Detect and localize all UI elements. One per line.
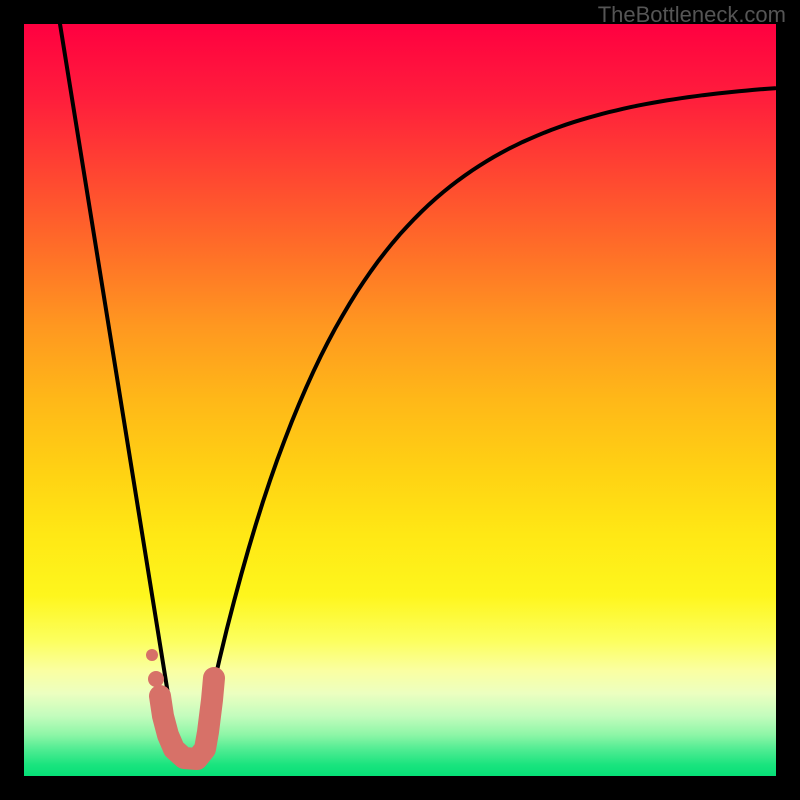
watermark-text: TheBottleneck.com [598, 2, 786, 28]
bottleneck-chart [0, 0, 800, 800]
chart-container: TheBottleneck.com [0, 0, 800, 800]
